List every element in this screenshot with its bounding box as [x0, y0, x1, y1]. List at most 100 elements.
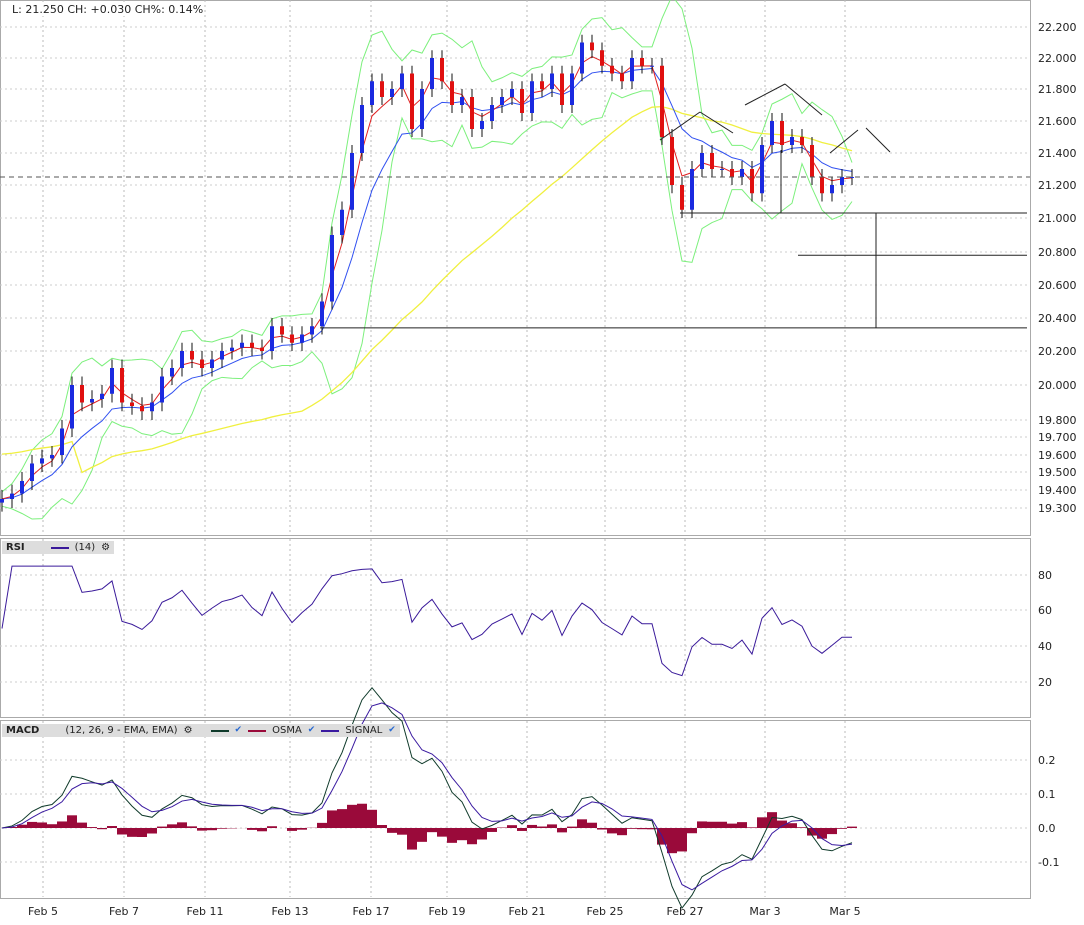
- candle-body: [140, 406, 144, 412]
- price-tick: 19.300: [1038, 502, 1077, 515]
- osma-bar: [537, 826, 547, 828]
- candle-body: [780, 121, 784, 145]
- price-tick: 20.000: [1038, 379, 1077, 392]
- osma-bar: [567, 826, 577, 828]
- trend-line: [865, 127, 891, 153]
- osma-bar: [487, 828, 497, 832]
- osma-bar: [147, 828, 157, 834]
- candle-body: [810, 145, 814, 177]
- osma-bar: [457, 828, 467, 841]
- trend-line: [744, 83, 786, 106]
- signal-checkbox[interactable]: ✔: [388, 725, 396, 735]
- osma-label: OSMA: [272, 725, 302, 736]
- rsi-line: [1, 565, 852, 677]
- candle-body: [40, 458, 44, 464]
- candle-body: [180, 351, 184, 368]
- osma-bar: [27, 821, 37, 828]
- candle-body: [120, 368, 124, 403]
- osma-checkbox[interactable]: ✔: [307, 725, 316, 735]
- osma-bar: [797, 827, 807, 828]
- moving-average-long: [1, 105, 853, 474]
- x-tick: Mar 5: [829, 905, 860, 918]
- rsi-params: (14): [74, 542, 96, 553]
- candle-body: [30, 463, 34, 481]
- candle-body: [390, 89, 394, 97]
- candle-body: [290, 334, 294, 343]
- settings-icon[interactable]: ⚙: [183, 725, 193, 736]
- osma-bar: [697, 821, 707, 828]
- osma-bar: [437, 828, 447, 837]
- settings-icon[interactable]: ⚙: [101, 542, 111, 553]
- osma-bar: [637, 828, 647, 830]
- candle-body: [90, 399, 94, 403]
- osma-bar: [197, 828, 207, 831]
- rsi-panel: [0, 538, 1031, 718]
- osma-bar: [187, 826, 197, 828]
- osma-bar: [687, 828, 697, 834]
- candle-body: [110, 368, 114, 394]
- osma-bar: [317, 822, 327, 828]
- candle-body: [550, 73, 554, 89]
- osma-bar: [377, 825, 387, 828]
- candle-body: [760, 145, 764, 194]
- candle-body: [620, 73, 624, 82]
- osma-bar: [617, 828, 627, 836]
- price-tick: 21.400: [1038, 147, 1077, 160]
- price-tick: 20.200: [1038, 345, 1077, 358]
- rsi-tick: 20: [1038, 676, 1052, 689]
- candle-body: [340, 209, 344, 235]
- osma-bar: [547, 824, 557, 828]
- osma-swatch: [248, 729, 267, 732]
- osma-bar: [177, 822, 187, 828]
- osma-bar: [77, 822, 87, 828]
- osma-bar: [747, 827, 757, 828]
- candle-body: [200, 359, 204, 368]
- candle-body: [280, 326, 284, 335]
- candle-body: [670, 137, 674, 185]
- trend-line: [699, 111, 734, 134]
- candle-body: [300, 334, 304, 343]
- osma-bar: [57, 821, 67, 828]
- candle-body: [770, 121, 774, 145]
- candle-body: [460, 97, 464, 105]
- candle-body: [690, 169, 694, 210]
- osma-bar: [427, 828, 437, 833]
- osma-bar: [247, 828, 257, 830]
- candle-body: [410, 73, 414, 129]
- macd-checkbox[interactable]: ✔: [234, 725, 243, 735]
- osma-bar: [777, 820, 787, 828]
- osma-bar: [787, 823, 797, 828]
- candle-body: [640, 58, 644, 66]
- osma-bar: [757, 817, 767, 828]
- osma-bar: [727, 823, 737, 828]
- osma-bar: [627, 828, 637, 829]
- price-tick: 19.400: [1038, 484, 1077, 497]
- candle-body: [590, 42, 594, 51]
- macd-tick: -0.1: [1038, 856, 1059, 869]
- osma-bar: [677, 828, 687, 852]
- osma-bar: [387, 828, 397, 833]
- candle-body: [700, 153, 704, 169]
- price-tick: 19.700: [1038, 431, 1077, 444]
- rsi-tick: 80: [1038, 569, 1052, 582]
- osma-bar: [287, 828, 297, 831]
- candle-body: [0, 499, 4, 503]
- osma-bar: [37, 822, 47, 828]
- candle-body: [310, 326, 314, 335]
- osma-bar: [827, 828, 837, 835]
- price-tick: 19.600: [1038, 449, 1077, 462]
- signal-swatch: [321, 729, 340, 732]
- candle-body: [470, 97, 474, 129]
- candle-body: [580, 42, 584, 74]
- macd-line: [1, 686, 853, 910]
- osma-bar: [807, 828, 817, 836]
- candle-body: [350, 153, 354, 210]
- osma-bar: [217, 828, 227, 829]
- trend-line: [659, 111, 701, 141]
- osma-bar: [117, 828, 127, 835]
- candle-body: [400, 73, 404, 89]
- candle-body: [190, 351, 194, 360]
- osma-bar: [667, 828, 677, 854]
- osma-bar: [137, 828, 147, 838]
